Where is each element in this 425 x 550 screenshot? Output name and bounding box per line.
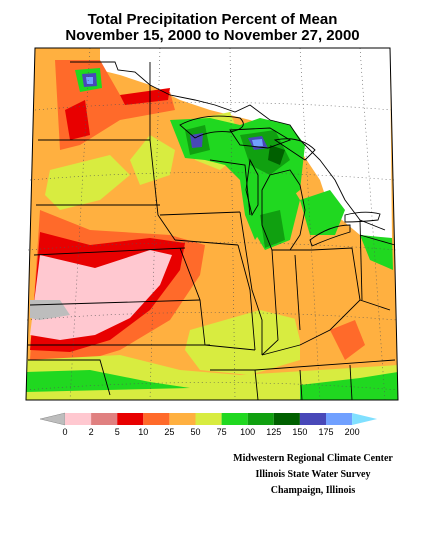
legend-tick-label: 25	[164, 427, 174, 437]
legend-tick-label: 100	[240, 427, 255, 437]
legend-tick-label: 200	[345, 427, 360, 437]
legend-tick-label: 2	[89, 427, 94, 437]
legend-tick-label: 10	[138, 427, 148, 437]
legend-tick-label: 5	[115, 427, 120, 437]
legend-swatch	[273, 413, 300, 425]
legend-tick-label: 50	[190, 427, 200, 437]
precip-fill-layer	[26, 48, 398, 400]
legend-swatch	[65, 413, 92, 425]
legend-swatch	[221, 413, 248, 425]
legend-swatch	[247, 413, 274, 425]
legend-swatch	[299, 413, 326, 425]
legend-swatch	[117, 413, 144, 425]
legend-swatch	[195, 413, 222, 425]
graticule	[25, 47, 399, 401]
legend-arrow-right	[352, 413, 378, 425]
legend-tick-label: 75	[217, 427, 227, 437]
legend-arrow-left	[39, 412, 66, 426]
credit-location: Champaign, Illinois	[270, 485, 356, 496]
map-title: Total Precipitation Percent of Mean	[87, 11, 338, 28]
legend-swatch	[143, 413, 170, 425]
legend-swatch	[326, 413, 353, 425]
great-lakes	[179, 115, 381, 247]
map-date-range: November 15, 2000 to November 27, 2000	[65, 27, 360, 44]
legend-swatch	[169, 413, 196, 425]
legend-tick-label: 175	[318, 427, 333, 437]
legend-tick-label: 0	[62, 427, 67, 437]
legend-colorbar	[39, 412, 378, 426]
map-frame	[25, 47, 399, 401]
state-borders	[28, 61, 396, 401]
legend-tick-label: 150	[292, 427, 307, 437]
credit-isws: Illinois State Water Survey	[255, 469, 371, 480]
legend-labels: 0 2 5 10 25 50 75 100 125 150 175 200	[62, 427, 359, 437]
legend-tick-label: 125	[266, 427, 281, 437]
legend-swatch	[91, 413, 118, 425]
credit-mrcc: Midwestern Regional Climate Center	[233, 453, 393, 464]
